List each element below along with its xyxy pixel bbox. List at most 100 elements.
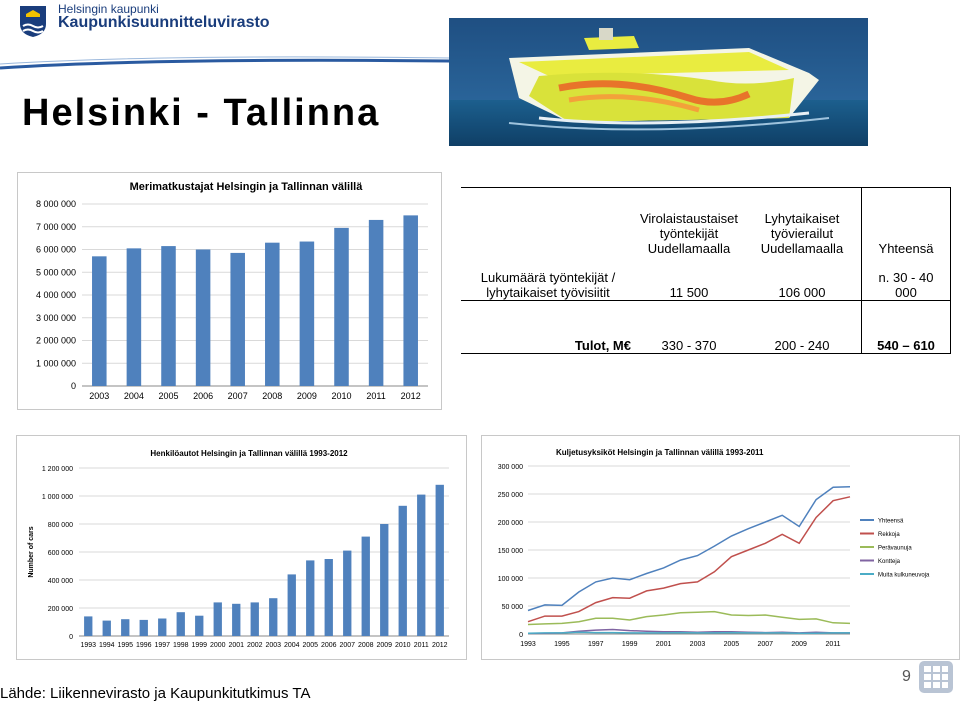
header-short-term-visits: Lyhytaikaiset työvierailut Uudellamaalla: [760, 211, 844, 256]
y-tick-label: 2 000 000: [36, 336, 76, 346]
chart-transport-units: Kuljetusyksiköt Helsingin ja Tallinnan v…: [481, 435, 960, 660]
cell-income-visits: 200 - 240: [743, 300, 862, 354]
bar: [380, 524, 389, 636]
y-tick-label: 8 000 000: [36, 199, 76, 209]
x-tick-label: 1995: [554, 641, 570, 648]
x-tick-label: 2012: [401, 391, 421, 401]
y-tick-label: 4 000 000: [36, 290, 76, 300]
x-tick-label: 2005: [724, 641, 740, 648]
chart-passenger-cars: Henkilöautot Helsingin ja Tallinnan väli…: [16, 435, 467, 660]
y-tick-label: 800 000: [48, 522, 73, 529]
helsinki-crest-icon: [20, 6, 46, 37]
bar: [102, 620, 111, 636]
table-corner: [461, 188, 635, 257]
x-tick-label: 2007: [228, 391, 248, 401]
bar: [213, 602, 222, 636]
bar: [232, 603, 241, 636]
org-name-line2: Kaupunkisuunnitteluvirasto: [58, 14, 270, 31]
x-tick-label: 2001: [656, 641, 672, 648]
y-tick-label: 150 000: [498, 548, 523, 555]
x-tick-label: 1997: [588, 641, 604, 648]
bar: [195, 249, 211, 386]
chart-transport-units-svg: Kuljetusyksiköt Helsingin ja Tallinnan v…: [498, 448, 930, 648]
y-tick-label: 300 000: [498, 464, 523, 471]
bar: [121, 619, 130, 636]
bar: [306, 560, 315, 636]
series-line: [527, 631, 850, 634]
cell-count-workers: 11 500: [669, 285, 709, 300]
chart-sea-passengers-svg: Merimatkustajat Helsingin ja Tallinnan v…: [36, 181, 428, 401]
y-tick-label: 6 000 000: [36, 245, 76, 255]
bar: [398, 505, 407, 636]
x-tick-label: 2011: [826, 641, 841, 648]
chart-passenger-cars-svg: Henkilöautot Helsingin ja Tallinnan väli…: [28, 449, 449, 649]
x-tick-label: 2008: [262, 391, 282, 401]
legend-label: Rekkoja: [878, 532, 900, 538]
bar: [368, 219, 384, 386]
bar: [361, 536, 370, 636]
x-tick-label: 1993: [520, 641, 536, 648]
legend-label: Perävaunuja: [878, 546, 912, 552]
x-tick-label: 2007: [339, 642, 355, 649]
x-tick-label: 2009: [791, 641, 807, 648]
x-tick-label: 2003: [265, 642, 281, 649]
bar: [417, 494, 426, 636]
x-tick-label: 1995: [117, 642, 133, 649]
y-tick-label: 0: [519, 632, 523, 639]
bar: [84, 616, 93, 636]
x-tick-label: 1997: [154, 642, 170, 649]
workers-income-table: Virolaistaustaiset työntekijät Uudellama…: [461, 187, 951, 354]
bar: [126, 248, 142, 386]
y-tick-label: 0: [71, 381, 76, 391]
chart-title: Henkilöautot Helsingin ja Tallinnan väli…: [150, 449, 348, 458]
x-tick-label: 2005: [158, 391, 178, 401]
cell-income-workers: 330 - 370: [635, 300, 743, 354]
x-tick-label: 2002: [247, 642, 263, 649]
bar: [299, 241, 315, 386]
y-tick-label: 5 000 000: [36, 267, 76, 277]
chart-title: Merimatkustajat Helsingin ja Tallinnan v…: [130, 181, 364, 193]
x-tick-label: 2003: [89, 391, 109, 401]
cell-count-total: n. 30 - 40 000: [861, 256, 951, 301]
chart-sea-passengers: Merimatkustajat Helsingin ja Tallinnan v…: [17, 172, 442, 410]
x-tick-label: 2009: [376, 642, 392, 649]
cell-income-total: 540 – 610: [861, 300, 951, 354]
y-tick-label: 1 000 000: [42, 494, 73, 501]
y-tick-label: 200 000: [48, 606, 73, 613]
header-total: Yhteensä: [861, 187, 951, 256]
bar: [161, 246, 176, 386]
x-tick-label: 2005: [302, 642, 318, 649]
bar: [324, 559, 333, 636]
y-tick-label: 100 000: [498, 576, 523, 583]
slide-title: Helsinki - Tallinna: [22, 92, 381, 134]
x-tick-label: 2001: [228, 642, 244, 649]
x-tick-label: 2006: [193, 391, 213, 401]
org-name-line1: Helsingin kaupunki: [58, 2, 159, 16]
x-tick-label: 2009: [297, 391, 317, 401]
legend-label: Yhteensä: [878, 519, 904, 525]
ship-photo: [449, 18, 868, 146]
bar: [195, 615, 204, 636]
y-axis-label: Number of cars: [28, 526, 35, 577]
bar: [403, 215, 418, 386]
x-tick-label: 2003: [690, 641, 706, 648]
x-tick-label: 2004: [124, 391, 144, 401]
bar: [158, 618, 167, 636]
x-tick-label: 2007: [757, 641, 773, 648]
bar: [92, 256, 107, 386]
cell-count-visits: 106 000: [778, 285, 826, 300]
table-header-row: Virolaistaustaiset työntekijät Uudellama…: [461, 187, 951, 257]
y-tick-label: 3 000 000: [36, 313, 76, 323]
bar: [287, 574, 296, 636]
x-tick-label: 1994: [99, 642, 115, 649]
y-tick-label: 1 000 000: [36, 358, 76, 368]
table-row: Lukumäärä työntekijät / lyhytaikaiset ty…: [461, 256, 951, 301]
x-tick-label: 1999: [191, 642, 207, 649]
x-tick-label: 2011: [414, 642, 429, 649]
y-tick-label: 0: [69, 634, 73, 641]
y-tick-label: 7 000 000: [36, 222, 76, 232]
bar: [250, 602, 259, 636]
x-tick-label: 2011: [366, 391, 385, 401]
bar: [265, 242, 280, 386]
chart-title: Kuljetusyksiköt Helsingin ja Tallinnan v…: [556, 448, 764, 457]
